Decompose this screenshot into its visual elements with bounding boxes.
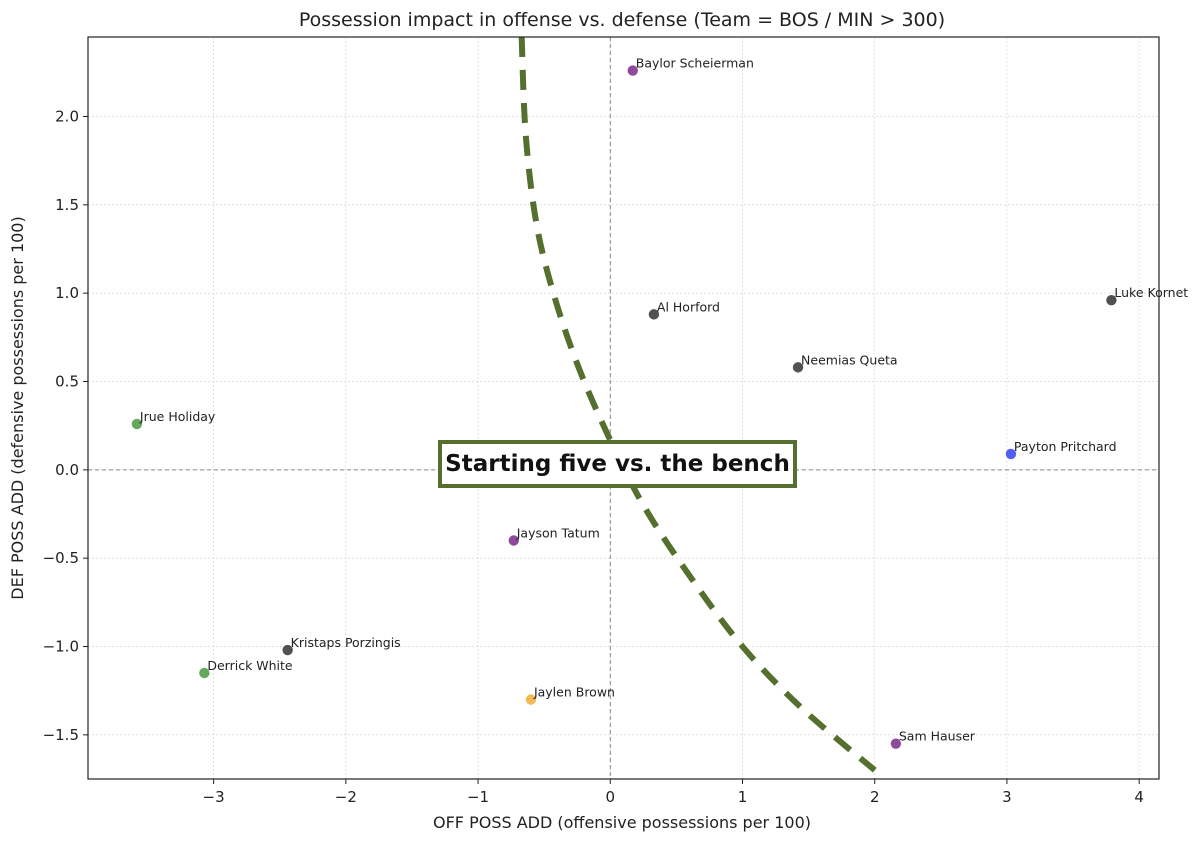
data-point	[792, 362, 804, 373]
x-axis-label: OFF POSS ADD (offensive possessions per …	[433, 813, 811, 832]
x-tick-label: 1	[738, 788, 748, 806]
x-tick-label: −3	[203, 788, 225, 806]
x-axis-ticks: −3 −2 −1 0 1 2 3 4	[203, 779, 1144, 806]
points: Baylor Scheierman Al Horford Luke Kornet Ne…	[131, 56, 1188, 749]
y-tick-label: 2.0	[55, 108, 79, 126]
annotation-callout: Starting five vs. the bench	[438, 440, 797, 488]
x-tick-label: −2	[335, 788, 357, 806]
y-axis-ticks: −1.5 −1.0 −0.5 0.0 0.5 1.0 1.5 2.0	[43, 108, 88, 744]
point-label: Baylor Scheierman	[636, 56, 754, 71]
data-point	[282, 644, 293, 656]
point-label: Jaylen Brown	[533, 685, 615, 700]
y-axis-label: DEF POSS ADD (defensive possessions per …	[8, 216, 27, 599]
point-label: Payton Pritchard	[1014, 439, 1117, 454]
point-label: Luke Kornet	[1114, 285, 1188, 300]
point-label: Jayson Tatum	[516, 526, 600, 541]
y-tick-label: 1.0	[55, 284, 79, 302]
point-label: Derrick White	[207, 658, 293, 673]
x-tick-label: 2	[870, 788, 880, 806]
point-label: Jrue Holiday	[139, 409, 216, 424]
y-tick-label: 1.5	[55, 196, 79, 214]
y-tick-label: 0.0	[55, 461, 79, 479]
divider-curve-path	[518, 36, 877, 773]
chart-title: Possession impact in offense vs. defense…	[299, 9, 945, 31]
data-point	[199, 667, 210, 679]
data-point	[627, 65, 638, 76]
data-point	[1005, 448, 1017, 460]
data-point	[131, 418, 143, 430]
data-point	[890, 738, 902, 749]
point-label: Neemias Queta	[801, 352, 898, 367]
y-tick-label: −0.5	[43, 549, 79, 567]
x-tick-label: 4	[1134, 788, 1144, 806]
point-label: Al Horford	[657, 299, 720, 314]
data-point	[525, 694, 537, 705]
plot-frame	[87, 36, 1160, 780]
x-tick-label: 0	[606, 788, 616, 806]
data-point	[648, 309, 660, 320]
divider-curve	[518, 36, 877, 773]
y-tick-label: −1.5	[43, 726, 79, 744]
point-label: Sam Hauser	[899, 729, 976, 744]
y-tick-label: 0.5	[55, 373, 79, 391]
point-label: Kristaps Porzingis	[291, 635, 401, 650]
x-tick-label: 3	[1002, 788, 1012, 806]
x-tick-label: −1	[467, 788, 489, 806]
y-tick-label: −1.0	[43, 638, 79, 656]
data-point	[1106, 295, 1117, 306]
data-point	[508, 535, 519, 546]
